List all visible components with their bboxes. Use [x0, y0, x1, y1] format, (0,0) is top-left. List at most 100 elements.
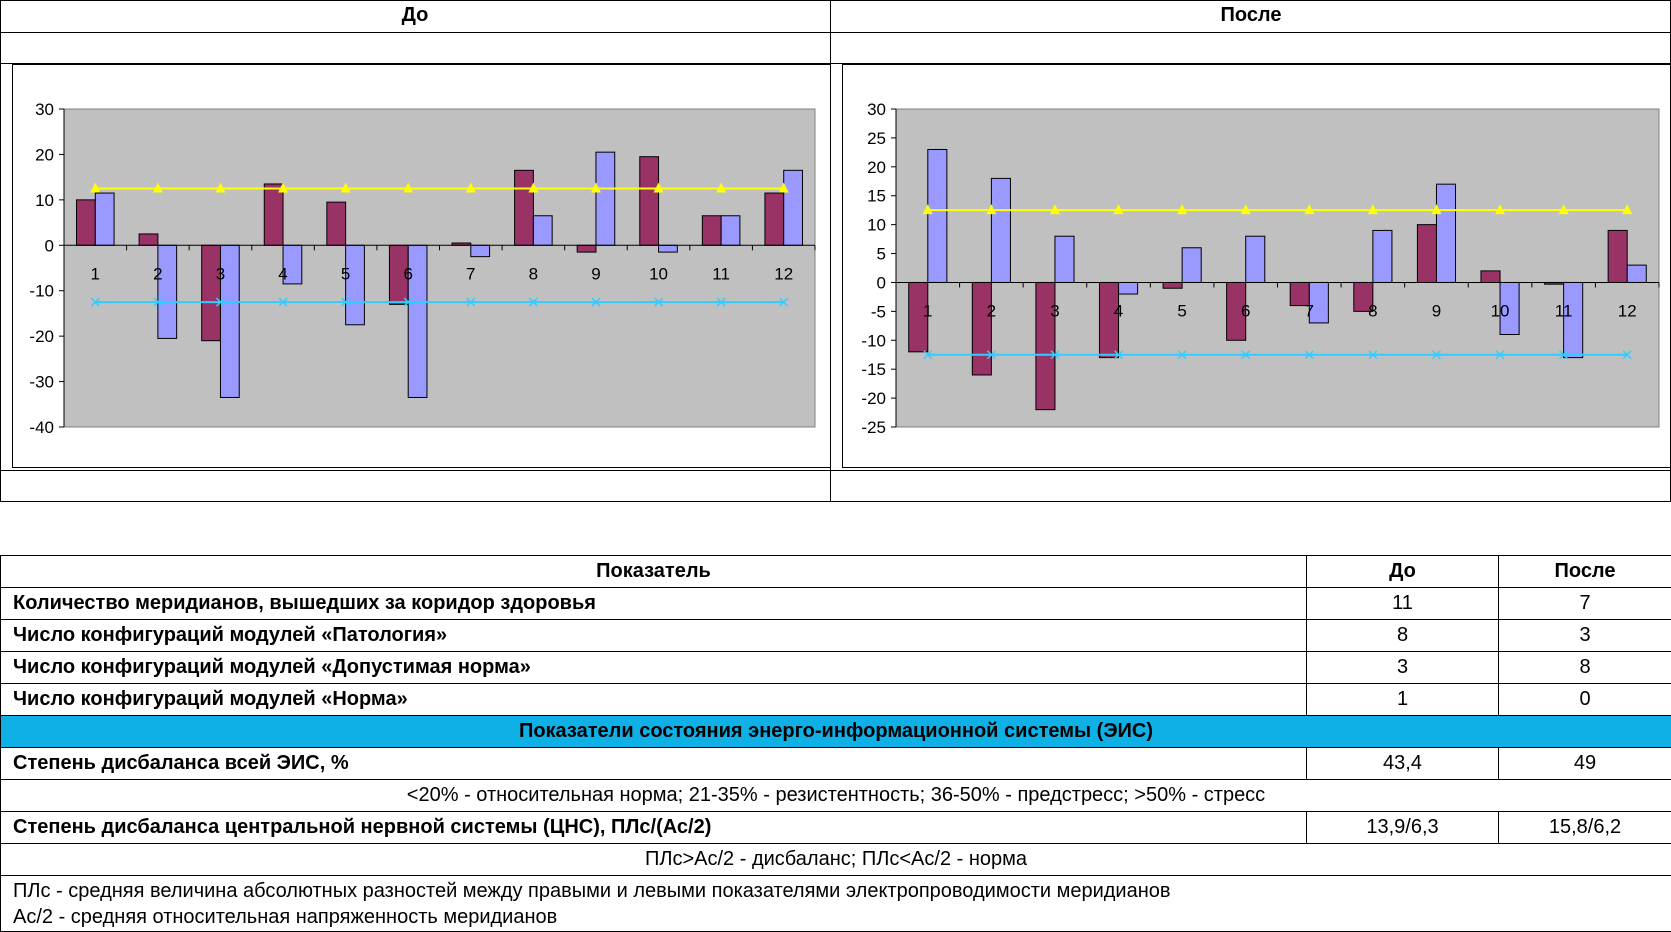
- bar-series1: [264, 184, 283, 245]
- y-tick-label: -40: [29, 418, 54, 437]
- row-label: Число конфигураций модулей «Допустимая н…: [1, 652, 1307, 684]
- x-tick-label: 7: [466, 264, 475, 283]
- cns-after: 15,8/6,2: [1499, 812, 1671, 844]
- eis-after: 49: [1499, 748, 1671, 780]
- x-tick-label: 2: [153, 264, 162, 283]
- x-tick-label: 12: [774, 264, 793, 283]
- bar-series2: [1182, 248, 1201, 283]
- cns-before: 13,9/6,3: [1307, 812, 1499, 844]
- x-tick-label: 5: [341, 264, 350, 283]
- eis-before: 43,4: [1307, 748, 1499, 780]
- bar-series2: [95, 193, 114, 245]
- y-tick-label: 20: [867, 158, 886, 177]
- eis-row: Степень дисбаланса всей ЭИС, % 43,4 49: [1, 748, 1671, 780]
- bar-series2: [1055, 236, 1074, 282]
- x-tick-label: 6: [1241, 301, 1250, 320]
- indicators-table: Показатель До После Количество меридиано…: [0, 555, 1671, 932]
- x-tick-label: 9: [591, 264, 600, 283]
- eis-label: Степень дисбаланса всей ЭИС, %: [1, 748, 1307, 780]
- section-title-row: Показатели состояния энерго-информационн…: [1, 716, 1671, 748]
- row-before: 1: [1307, 684, 1499, 716]
- table-row: Количество меридианов, вышедших за корид…: [1, 588, 1671, 620]
- bar-series2: [1246, 236, 1265, 282]
- y-tick-label: -5: [871, 302, 886, 321]
- y-tick-label: -20: [861, 389, 886, 408]
- bar-series1: [640, 157, 659, 246]
- grid-line-h1: [0, 32, 1671, 33]
- bar-series1: [1163, 282, 1182, 288]
- bar-series1: [1417, 225, 1436, 283]
- bar-series2: [659, 245, 678, 252]
- y-tick-label: -10: [29, 282, 54, 301]
- eis-note-row: <20% - относительная норма; 21-35% - рез…: [1, 780, 1671, 812]
- definitions-cell: ПЛс - средняя величина абсолютных разнос…: [1, 876, 1671, 932]
- bar-series2: [721, 216, 740, 246]
- bar-series2: [991, 178, 1010, 282]
- bar-series1: [972, 282, 991, 375]
- table-header-row: Показатель До После: [1, 556, 1671, 588]
- bar-series2: [1373, 230, 1392, 282]
- x-tick-label: 11: [712, 264, 730, 283]
- x-tick-label: 8: [529, 264, 538, 283]
- x-tick-label: 5: [1177, 301, 1186, 320]
- y-tick-label: 0: [45, 236, 54, 255]
- y-tick-label: -15: [861, 360, 886, 379]
- bar-series1: [765, 193, 784, 245]
- bar-series2: [471, 245, 490, 256]
- row-before: 3: [1307, 652, 1499, 684]
- y-tick-label: -25: [861, 418, 886, 437]
- cns-note-row: ПЛс>Ас/2 - дисбаланс; ПЛс<Ас/2 - норма: [1, 844, 1671, 876]
- y-tick-label: 0: [877, 273, 886, 292]
- bar-series1: [702, 216, 721, 246]
- y-tick-label: 15: [867, 187, 886, 206]
- table-row: Число конфигураций модулей «Норма» 1 0: [1, 684, 1671, 716]
- bar-series1: [1481, 271, 1500, 283]
- col-header-after: После: [1499, 556, 1671, 588]
- row-label: Число конфигураций модулей «Патология»: [1, 620, 1307, 652]
- bar-series2: [346, 245, 365, 324]
- table-row: Число конфигураций модулей «Патология» 8…: [1, 620, 1671, 652]
- y-tick-label: 20: [35, 145, 54, 164]
- x-tick-label: 10: [649, 264, 668, 283]
- x-tick-label: 12: [1618, 301, 1637, 320]
- y-tick-label: 10: [867, 216, 886, 235]
- bar-series2: [158, 245, 177, 338]
- x-tick-label: 7: [1305, 301, 1314, 320]
- row-label: Число конфигураций модулей «Норма»: [1, 684, 1307, 716]
- cns-row: Степень дисбаланса центральной нервной с…: [1, 812, 1671, 844]
- x-tick-label: 4: [278, 264, 287, 283]
- definitions-row: ПЛс - средняя величина абсолютных разнос…: [1, 876, 1671, 932]
- y-tick-label: 30: [867, 100, 886, 119]
- bar-series1: [515, 170, 534, 245]
- y-tick-label: -20: [29, 327, 54, 346]
- bar-series1: [1608, 230, 1627, 282]
- x-tick-label: 3: [1050, 301, 1059, 320]
- x-tick-label: 8: [1368, 301, 1377, 320]
- definition-plc: ПЛс - средняя величина абсолютных разнос…: [13, 878, 1659, 904]
- row-before: 8: [1307, 620, 1499, 652]
- y-tick-label: -10: [861, 331, 886, 350]
- row-after: 8: [1499, 652, 1671, 684]
- bar-series1: [202, 245, 221, 340]
- y-tick-label: 30: [35, 100, 54, 119]
- x-tick-label: 3: [216, 264, 225, 283]
- grid-line-h3: [0, 470, 1671, 471]
- row-after: 0: [1499, 684, 1671, 716]
- bar-series2: [928, 149, 947, 282]
- bar-series1: [577, 245, 596, 252]
- x-tick-label: 11: [1555, 301, 1573, 320]
- definition-as: Ас/2 - средняя относительная напряженнос…: [13, 904, 1659, 930]
- x-tick-label: 4: [1114, 301, 1123, 320]
- table-row: Число конфигураций модулей «Допустимая н…: [1, 652, 1671, 684]
- cns-note: ПЛс>Ас/2 - дисбаланс; ПЛс<Ас/2 - норма: [1, 844, 1671, 876]
- bar-series2: [533, 216, 552, 246]
- y-tick-label: 25: [867, 129, 886, 148]
- col-header-before: До: [1307, 556, 1499, 588]
- x-tick-label: 6: [403, 264, 412, 283]
- y-tick-label: 5: [877, 245, 886, 264]
- bar-series2: [784, 170, 803, 245]
